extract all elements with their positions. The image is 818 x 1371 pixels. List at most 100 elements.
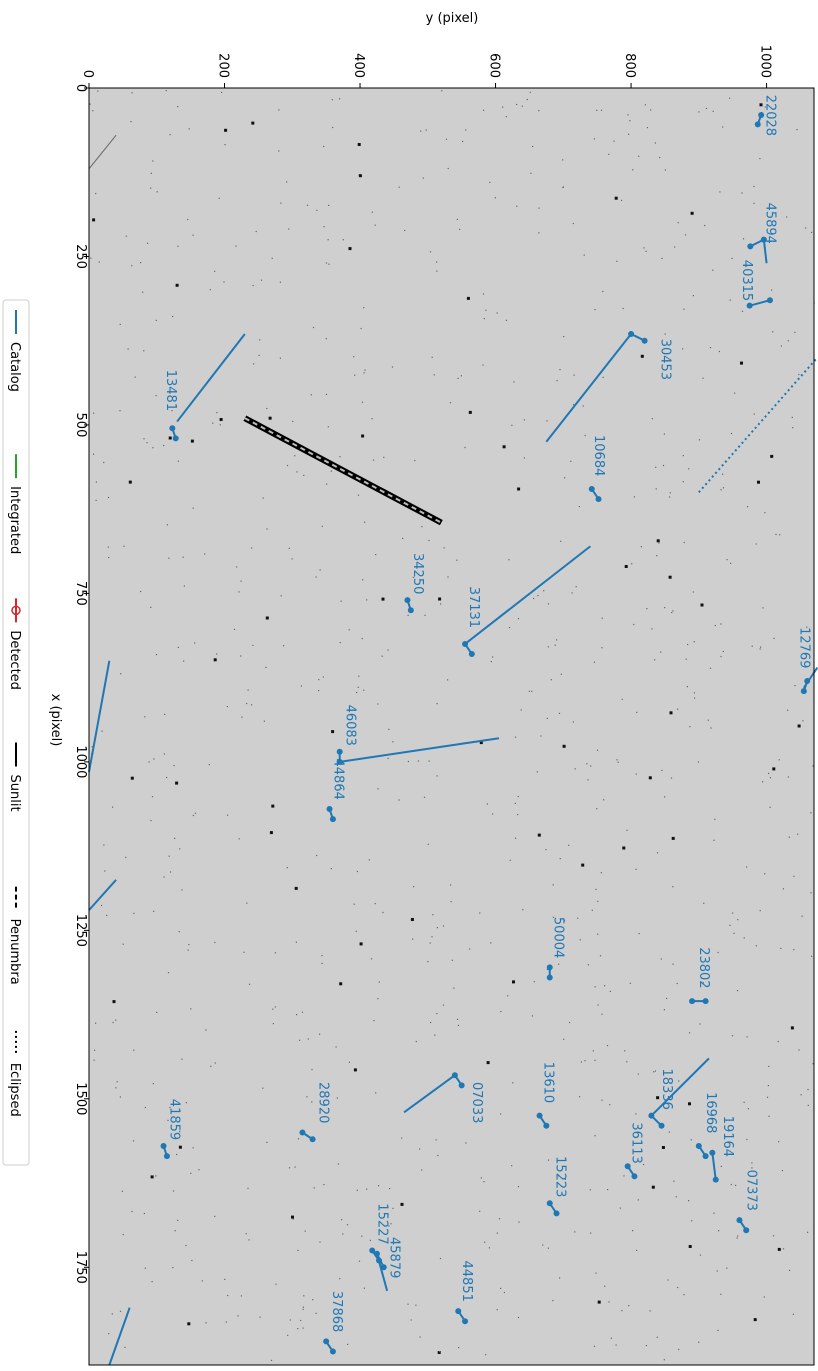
satellite-label: 44864	[330, 759, 345, 800]
star	[736, 990, 739, 992]
satellite-track: 45894	[747, 203, 778, 250]
star	[687, 643, 689, 646]
star	[364, 369, 366, 371]
star	[303, 474, 305, 476]
star	[205, 1029, 207, 1031]
star	[248, 983, 251, 985]
star	[791, 416, 793, 418]
star	[372, 459, 375, 461]
satellite-track: 37131	[462, 587, 481, 658]
star	[722, 650, 724, 653]
star	[590, 1232, 592, 1234]
star	[562, 159, 564, 161]
star	[115, 1087, 117, 1089]
star	[503, 1291, 505, 1294]
star	[490, 661, 492, 663]
star	[651, 418, 653, 420]
star	[601, 647, 603, 649]
star	[753, 202, 755, 204]
star	[430, 1021, 432, 1024]
satellite-track: 23802	[689, 947, 711, 1005]
star	[538, 232, 540, 234]
star	[610, 1337, 612, 1339]
star	[606, 1045, 609, 1047]
star	[332, 126, 334, 129]
star	[311, 1101, 313, 1103]
star	[297, 1138, 300, 1140]
star	[537, 595, 539, 597]
star	[517, 1186, 520, 1188]
star	[686, 686, 688, 688]
star	[436, 1013, 438, 1015]
star	[709, 347, 712, 349]
star	[183, 585, 185, 587]
star	[811, 955, 813, 957]
star	[188, 128, 190, 130]
star	[192, 814, 194, 817]
star	[751, 1162, 753, 1164]
star	[787, 776, 789, 778]
star	[677, 708, 679, 710]
satellite-point	[546, 974, 553, 981]
star	[378, 1185, 380, 1187]
star	[480, 1177, 482, 1179]
satellite-point	[743, 1227, 750, 1234]
star	[427, 843, 429, 845]
satellite-track: 12769	[796, 627, 811, 695]
star	[115, 1019, 117, 1021]
star	[361, 401, 364, 403]
star	[354, 374, 356, 376]
star	[224, 1278, 226, 1280]
star	[794, 685, 796, 687]
star	[621, 199, 623, 201]
star	[289, 1319, 291, 1321]
star	[143, 438, 145, 440]
satellite-track: 16968	[695, 1092, 718, 1160]
satellite-segment	[711, 1152, 717, 1180]
star	[627, 114, 629, 116]
star	[447, 167, 449, 170]
star	[660, 651, 662, 653]
star	[119, 410, 121, 412]
star	[485, 1354, 487, 1356]
satellite-label: 37131	[466, 587, 481, 628]
star	[502, 445, 506, 449]
star	[192, 1147, 194, 1149]
star	[563, 919, 566, 922]
star	[358, 174, 362, 178]
star	[155, 1175, 157, 1177]
star	[689, 726, 691, 728]
star	[108, 556, 110, 559]
star	[655, 466, 657, 468]
star	[187, 218, 189, 221]
star	[768, 1115, 770, 1117]
satellite-track: 44864	[326, 759, 345, 823]
star	[531, 1015, 533, 1017]
star	[456, 559, 458, 561]
x-tick-label: 1500	[73, 1082, 88, 1115]
star	[514, 802, 516, 804]
star	[274, 952, 276, 954]
star	[279, 281, 281, 283]
star	[793, 949, 795, 951]
y-tick-label: 600	[487, 53, 502, 78]
star	[656, 539, 660, 543]
star	[153, 910, 155, 912]
star	[654, 659, 656, 661]
star	[166, 776, 168, 779]
x-tick-label: 750	[73, 581, 88, 606]
star	[805, 227, 807, 229]
star	[240, 1295, 242, 1297]
star	[713, 1212, 715, 1214]
star	[235, 245, 237, 247]
star	[746, 1138, 748, 1141]
star	[666, 997, 668, 999]
star	[224, 128, 228, 132]
star	[533, 597, 535, 600]
star	[511, 424, 513, 426]
satellite-track: 15223	[546, 1156, 568, 1217]
star	[624, 1050, 626, 1052]
satellite-point	[536, 1112, 543, 1119]
star	[327, 239, 329, 241]
star	[640, 546, 642, 548]
